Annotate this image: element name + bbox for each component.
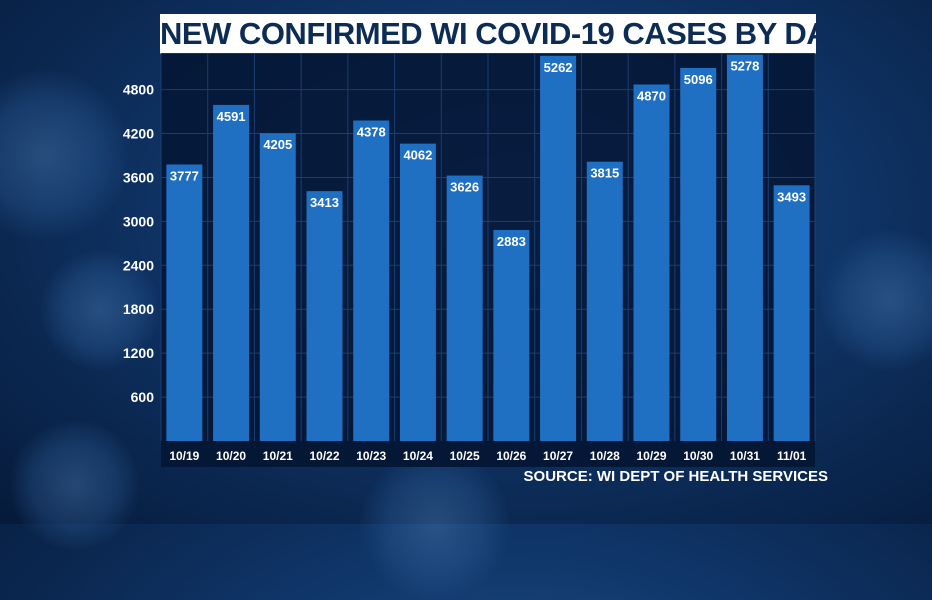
x-tick-label: 10/19 xyxy=(169,449,199,463)
y-tick-label: 1200 xyxy=(123,345,154,361)
y-tick-label: 600 xyxy=(131,389,155,405)
x-tick-label: 10/25 xyxy=(450,449,480,463)
x-tick-label: 10/23 xyxy=(356,449,386,463)
bar xyxy=(540,55,577,441)
y-tick-label: 2400 xyxy=(123,257,154,273)
bar xyxy=(213,104,250,442)
bar xyxy=(633,84,670,441)
data-label: 3815 xyxy=(590,166,619,181)
bar xyxy=(353,120,390,441)
bar xyxy=(306,191,343,441)
x-tick-label: 10/24 xyxy=(403,449,433,463)
data-label: 3777 xyxy=(170,168,199,183)
bar xyxy=(446,175,483,441)
data-label: 3626 xyxy=(450,180,479,195)
bar xyxy=(680,67,717,442)
source-note: SOURCE: WI DEPT OF HEALTH SERVICES xyxy=(523,468,828,485)
x-tick-label: 10/28 xyxy=(590,449,620,463)
data-label: 3413 xyxy=(310,195,339,210)
x-axis-band xyxy=(161,441,815,467)
y-tick-label: 4800 xyxy=(123,82,154,98)
data-label: 3493 xyxy=(777,189,806,204)
bar xyxy=(493,229,530,441)
data-label: 5278 xyxy=(730,59,759,74)
bar xyxy=(166,164,203,441)
y-tick-label: 4200 xyxy=(123,126,154,142)
x-tick-label: 11/01 xyxy=(777,449,807,463)
x-tick-label: 10/26 xyxy=(496,449,526,463)
data-label: 4378 xyxy=(357,124,386,139)
x-tick-label: 10/22 xyxy=(309,449,339,463)
data-label: 2883 xyxy=(497,234,526,249)
data-label: 5262 xyxy=(544,60,573,75)
bar xyxy=(773,185,810,441)
data-label: 4205 xyxy=(263,137,292,152)
bar-chart: 600 1200 1800 2400 3000 3600 4200 4800 3777 10/19… xyxy=(123,53,816,463)
x-tick-label: 10/31 xyxy=(730,449,760,463)
y-tick-label: 1800 xyxy=(123,301,154,317)
data-label: 4591 xyxy=(217,109,246,124)
x-tick-label: 10/30 xyxy=(683,449,713,463)
bar xyxy=(586,161,623,442)
bar xyxy=(259,133,296,441)
bar xyxy=(399,143,436,441)
x-tick-label: 10/21 xyxy=(263,449,293,463)
background-virus xyxy=(820,230,932,370)
x-tick-label: 10/27 xyxy=(543,449,573,463)
x-tick-label: 10/29 xyxy=(636,449,666,463)
bar xyxy=(726,54,763,441)
background-virus xyxy=(40,250,160,370)
y-tick-label: 3600 xyxy=(123,169,154,185)
data-label: 4062 xyxy=(403,148,432,163)
data-label: 5096 xyxy=(684,72,713,87)
background-virus xyxy=(0,70,130,240)
x-tick-label: 10/20 xyxy=(216,449,246,463)
data-label: 4870 xyxy=(637,88,666,103)
chart-title: NEW CONFIRMED WI COVID-19 CASES BY DATE xyxy=(160,14,816,54)
y-tick-label: 3000 xyxy=(123,213,154,229)
